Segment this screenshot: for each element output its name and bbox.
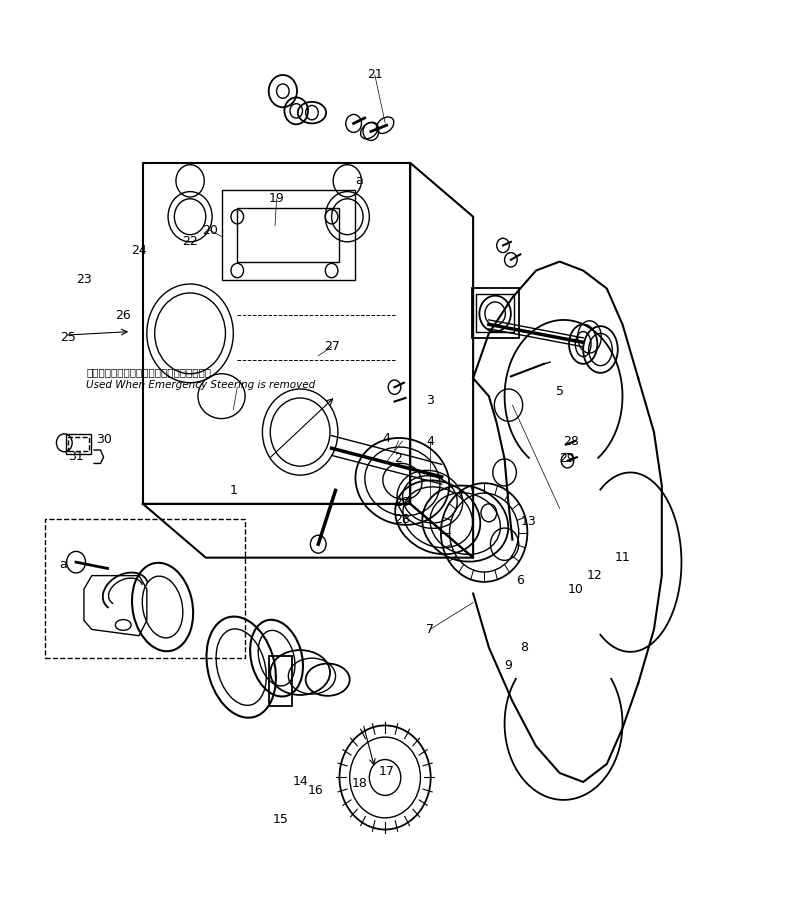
- Text: 29: 29: [394, 496, 410, 508]
- Text: 6: 6: [516, 573, 524, 587]
- Text: 16: 16: [308, 785, 323, 797]
- Text: 14: 14: [292, 776, 308, 788]
- Text: 28: 28: [394, 513, 410, 526]
- Bar: [477, 294, 514, 332]
- Text: 10: 10: [567, 582, 583, 596]
- Bar: [472, 289, 518, 338]
- Text: 4: 4: [383, 432, 391, 445]
- Text: 30: 30: [95, 433, 111, 446]
- Text: a: a: [59, 558, 66, 572]
- Text: 9: 9: [504, 659, 512, 671]
- Bar: [65, 434, 91, 454]
- Text: 29: 29: [559, 453, 575, 465]
- Text: 18: 18: [351, 778, 367, 790]
- Text: 17: 17: [379, 765, 394, 778]
- Text: 26: 26: [115, 309, 131, 322]
- Text: 7: 7: [426, 623, 434, 636]
- Text: 13: 13: [520, 516, 536, 528]
- Text: 4: 4: [426, 435, 434, 447]
- Text: 28: 28: [563, 435, 579, 447]
- Bar: [222, 190, 355, 280]
- Text: 11: 11: [615, 551, 630, 564]
- Bar: [269, 656, 292, 706]
- Text: 31: 31: [68, 450, 84, 463]
- Text: 23: 23: [76, 273, 92, 286]
- Text: 24: 24: [131, 244, 147, 257]
- Bar: [237, 208, 339, 262]
- Text: 3: 3: [426, 394, 434, 407]
- Text: エマージェンシーステアリング未装着時使用: エマージェンシーステアリング未装着時使用: [86, 367, 211, 377]
- Text: 19: 19: [269, 193, 285, 205]
- Text: 27: 27: [323, 340, 339, 354]
- Text: 12: 12: [587, 569, 603, 582]
- Text: 2: 2: [394, 453, 402, 465]
- Text: 22: 22: [182, 235, 198, 248]
- Text: Used When Emergency Steering is removed: Used When Emergency Steering is removed: [86, 381, 316, 391]
- Text: 1: 1: [230, 484, 237, 497]
- Bar: [45, 519, 245, 658]
- Bar: [68, 436, 88, 451]
- Text: 25: 25: [60, 331, 77, 345]
- Text: 21: 21: [367, 68, 383, 82]
- Text: 20: 20: [202, 224, 218, 237]
- Text: 5: 5: [555, 385, 563, 398]
- Text: 8: 8: [520, 641, 528, 654]
- Text: 15: 15: [272, 814, 289, 826]
- Text: a: a: [355, 175, 363, 187]
